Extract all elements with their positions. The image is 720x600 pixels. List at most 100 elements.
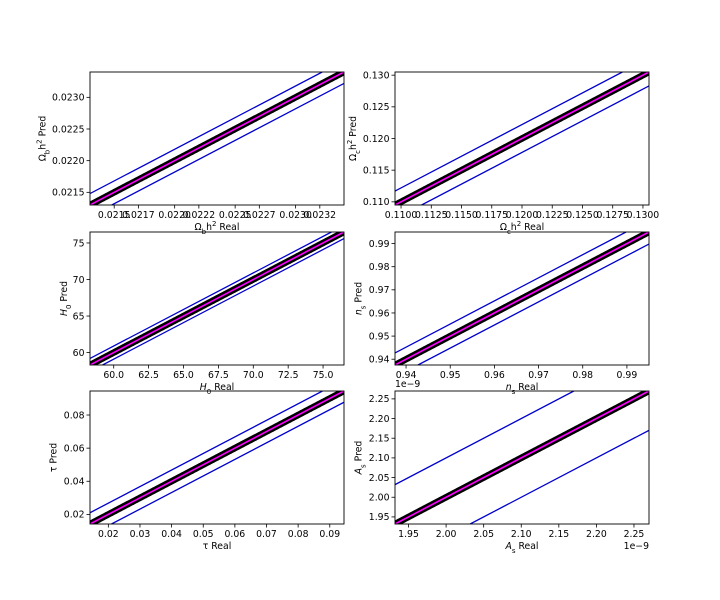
x-tick-label: 2.05 xyxy=(473,529,494,540)
y-tick-label: 0.98 xyxy=(369,262,390,273)
x-tick-label: 0.02 xyxy=(98,529,119,540)
series-line-lower-bound xyxy=(111,401,344,524)
y-tick-label: 0.125 xyxy=(363,102,390,113)
series-line-lower-bound xyxy=(102,238,344,365)
series-line-fit xyxy=(90,232,344,365)
y-tick-label: 0.115 xyxy=(363,165,390,176)
series-line-upper-bound xyxy=(395,391,575,486)
x-tick-label: 0.1300 xyxy=(627,210,660,221)
x-tick-label: 2.00 xyxy=(436,529,457,540)
y-tick-label: 0.96 xyxy=(369,308,390,319)
y-tick-label: 0.94 xyxy=(369,355,390,366)
x-tick-label: 0.04 xyxy=(161,529,182,540)
x-tick-label: 0.1100 xyxy=(385,210,418,221)
x-tick-label: 0.0222 xyxy=(183,210,216,221)
y-tick-label: 2.25 xyxy=(369,394,390,405)
x-tick-label: 0.0227 xyxy=(243,210,276,221)
panel-omega-c: 0.11000.11250.11500.11750.12000.12250.12… xyxy=(346,70,660,236)
series-line-lower-bound xyxy=(111,82,344,205)
x-tick-label: 0.1225 xyxy=(536,210,569,221)
y-axis-label: Ωch2 Pred xyxy=(346,116,362,161)
x-tick-label: 2.15 xyxy=(548,529,569,540)
x-tick-label: 0.0232 xyxy=(304,210,337,221)
x-tick-label: 0.06 xyxy=(225,529,246,540)
x-tick-label: 0.1150 xyxy=(445,210,478,221)
y-tick-label: 2.15 xyxy=(369,434,390,445)
plot-area xyxy=(90,391,344,524)
plot-area xyxy=(90,232,344,365)
x-tick-label: 2.25 xyxy=(624,529,645,540)
y-axis-label: Ωbh2 Pred xyxy=(36,116,52,162)
x-tick-label: 0.0225 xyxy=(219,210,252,221)
y-tick-label: 0.06 xyxy=(64,443,85,454)
series-line-fit xyxy=(90,391,344,524)
x-tick-label: 75.0 xyxy=(313,370,334,381)
series-line-fit xyxy=(395,391,649,524)
x-axis-label: Ωbh2 Real xyxy=(195,220,240,236)
series-line-fit xyxy=(90,72,344,205)
x-tick-label: 0.09 xyxy=(319,529,340,540)
x-tick-label: 0.97 xyxy=(528,370,549,381)
panel-h0: 60.0 62.5 65.0 67.5 70.0 72.5 75.0 60 65 70 75 H0 R… xyxy=(59,231,345,396)
panel-tau: 0.02 0.03 0.04 0.05 0.06 0.07 0.08 0.09 0.02 0.04… xyxy=(48,390,345,552)
x-tick-label: 0.0215 xyxy=(98,210,131,221)
y-tick-label: 2.05 xyxy=(369,473,390,484)
y-axis-label: τ Pred xyxy=(48,443,59,472)
y-tick-label: 0.08 xyxy=(64,410,85,421)
axes-frame xyxy=(89,390,345,525)
y-tick-label: 2.10 xyxy=(369,453,390,464)
plot-area xyxy=(395,232,649,365)
series-line-fit xyxy=(395,72,649,205)
x-tick-label: 0.96 xyxy=(484,370,505,381)
x-tick-label: 0.0230 xyxy=(279,210,312,221)
x-tick-label: 60.0 xyxy=(103,370,124,381)
x-tick-label: 0.1125 xyxy=(415,210,448,221)
x-tick-label: 62.5 xyxy=(138,370,159,381)
y-tick-label: 75 xyxy=(73,238,85,249)
y-tick-label: 0.0220 xyxy=(52,156,85,167)
x-tick-label: 70.0 xyxy=(243,370,264,381)
x-tick-label: 0.0220 xyxy=(158,210,191,221)
y-tick-label: 2.00 xyxy=(369,493,390,504)
y-tick-label: 0.02 xyxy=(64,510,85,521)
y-tick-label: 65 xyxy=(73,311,85,322)
y-axis-label: As Pred xyxy=(353,441,367,476)
x-tick-label: 1.95 xyxy=(398,529,419,540)
y-tick-label: 0.97 xyxy=(369,285,390,296)
x-tick-label: 0.0217 xyxy=(122,210,155,221)
x-tick-label: 0.99 xyxy=(617,370,638,381)
y-axis-label: H0 Pred xyxy=(59,281,73,316)
plot-area xyxy=(90,72,344,205)
series-line-upper-bound xyxy=(395,232,627,354)
x-tick-label: 0.03 xyxy=(130,529,151,540)
x-tick-label: 67.5 xyxy=(208,370,229,381)
series-line-upper-bound xyxy=(90,391,323,514)
y-tick-label: 70 xyxy=(73,275,85,286)
x-tick-label: 0.1250 xyxy=(566,210,599,221)
y-tick-label: 0.0230 xyxy=(52,93,85,104)
plot-area xyxy=(395,72,649,205)
axes-frame xyxy=(89,231,345,366)
panel-as: 1.95 2.00 2.05 2.10 2.15 2.20 2.25 1.95 2.00 2.05… xyxy=(353,379,650,555)
y-tick-label: 0.110 xyxy=(363,197,390,208)
x-tick-label: 0.94 xyxy=(396,370,417,381)
x-tick-label: 65.0 xyxy=(173,370,194,381)
series-line-upper-bound xyxy=(90,232,332,359)
y-tick-label: 0.99 xyxy=(369,239,390,250)
x-axis-label: As Real xyxy=(504,541,538,555)
series-line-lower-bound xyxy=(469,429,649,524)
y-tick-label: 0.120 xyxy=(363,134,390,145)
y-tick-label: 0.04 xyxy=(64,477,85,488)
plot-area xyxy=(395,391,649,524)
series-line-lower-bound xyxy=(421,85,649,205)
series-line-upper-bound xyxy=(90,72,323,195)
y-tick-label: 0.0215 xyxy=(52,188,85,199)
y-tick-label: 0.0225 xyxy=(52,124,85,135)
x-tick-label: 72.5 xyxy=(278,370,299,381)
y-tick-label: 60 xyxy=(73,348,85,359)
x-tick-label: 0.1175 xyxy=(475,210,508,221)
x-tick-label: 0.98 xyxy=(572,370,593,381)
axes-frame xyxy=(394,231,650,366)
